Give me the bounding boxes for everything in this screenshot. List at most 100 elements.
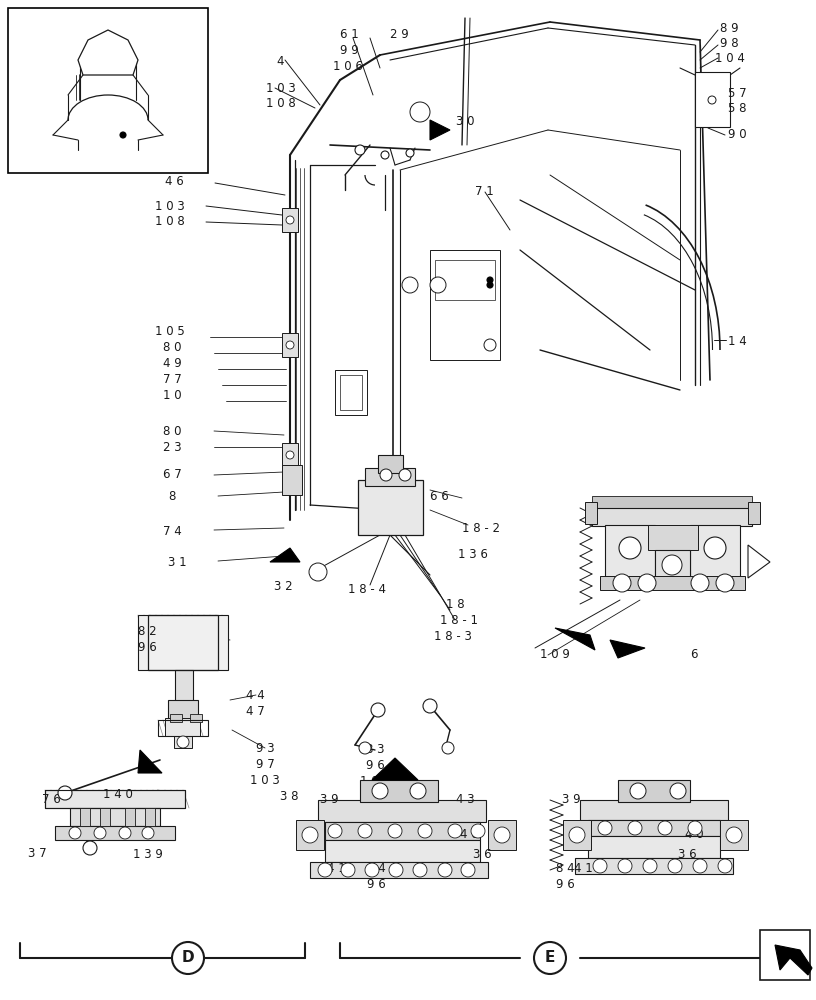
Circle shape — [534, 942, 566, 974]
Text: 1 8: 1 8 — [446, 598, 464, 611]
Circle shape — [328, 824, 342, 838]
Circle shape — [643, 859, 657, 873]
Circle shape — [688, 821, 702, 835]
Text: 8: 8 — [168, 490, 175, 503]
Bar — [282, 208, 298, 232]
Text: 1 0 9: 1 0 9 — [540, 648, 570, 661]
Circle shape — [448, 824, 462, 838]
Bar — [158, 720, 208, 736]
Circle shape — [658, 821, 672, 835]
Circle shape — [286, 341, 294, 349]
Bar — [760, 930, 810, 980]
Circle shape — [670, 783, 686, 799]
Bar — [563, 820, 591, 850]
Bar — [55, 826, 175, 840]
Bar — [588, 836, 720, 858]
Circle shape — [708, 96, 716, 104]
Text: 4 0: 4 0 — [685, 828, 703, 841]
Polygon shape — [270, 548, 300, 562]
Bar — [70, 808, 160, 826]
Text: 1 4: 1 4 — [728, 335, 747, 348]
Text: 7 1: 7 1 — [475, 185, 494, 198]
Bar — [45, 790, 185, 808]
Text: 1 0 2: 1 0 2 — [360, 775, 390, 788]
Text: 1 8 - 1: 1 8 - 1 — [440, 614, 478, 627]
Circle shape — [402, 277, 418, 293]
Circle shape — [309, 563, 327, 581]
Circle shape — [380, 469, 392, 481]
Bar — [600, 576, 745, 590]
Bar — [170, 714, 182, 722]
Text: 8 4: 8 4 — [556, 862, 574, 875]
Bar — [282, 465, 302, 495]
Circle shape — [406, 149, 414, 157]
Text: 1 0 8: 1 0 8 — [155, 215, 184, 228]
Circle shape — [142, 827, 154, 839]
Text: 9 3: 9 3 — [256, 742, 275, 755]
Text: 3: 3 — [676, 793, 683, 806]
Bar — [358, 480, 423, 535]
Text: 6 1: 6 1 — [340, 28, 359, 41]
Bar — [695, 72, 730, 127]
Text: 4: 4 — [276, 55, 283, 68]
Circle shape — [487, 282, 493, 288]
Circle shape — [359, 742, 371, 754]
Bar — [592, 508, 752, 526]
Bar — [100, 808, 110, 826]
Circle shape — [569, 827, 585, 843]
Text: 9 7: 9 7 — [256, 758, 275, 771]
Circle shape — [442, 742, 454, 754]
Text: 8 3: 8 3 — [366, 743, 384, 756]
Circle shape — [177, 736, 189, 748]
Circle shape — [718, 859, 732, 873]
Bar — [282, 443, 298, 467]
Bar — [145, 808, 155, 826]
Polygon shape — [372, 758, 418, 780]
Bar — [296, 820, 324, 850]
Bar — [378, 455, 403, 473]
Bar — [148, 615, 218, 670]
Polygon shape — [748, 545, 770, 578]
Circle shape — [372, 783, 388, 799]
Bar — [690, 525, 740, 580]
Bar — [340, 375, 362, 410]
Bar — [488, 820, 516, 850]
Bar — [430, 250, 500, 360]
Bar — [174, 736, 192, 748]
Text: 3 1: 3 1 — [168, 556, 187, 569]
Polygon shape — [555, 628, 595, 650]
Text: 6 4: 6 4 — [367, 862, 386, 875]
Bar — [720, 820, 748, 850]
Text: 3 8: 3 8 — [280, 790, 299, 803]
Text: 2 3: 2 3 — [163, 441, 182, 454]
Circle shape — [484, 339, 496, 351]
Text: 9 6: 9 6 — [367, 878, 386, 891]
Text: 9 8: 9 8 — [720, 37, 738, 50]
Text: 4 0: 4 0 — [460, 828, 479, 841]
Text: 1 8 - 4: 1 8 - 4 — [348, 583, 386, 596]
Text: 1 0 5: 1 0 5 — [155, 325, 184, 338]
Text: 3 9: 3 9 — [320, 793, 339, 806]
Circle shape — [341, 863, 355, 877]
Circle shape — [662, 555, 682, 575]
Polygon shape — [775, 945, 812, 975]
Circle shape — [593, 859, 607, 873]
Bar — [365, 468, 415, 486]
Circle shape — [423, 699, 437, 713]
Circle shape — [726, 827, 742, 843]
Bar — [648, 525, 698, 550]
Circle shape — [693, 859, 707, 873]
Bar — [435, 260, 495, 300]
Text: 8 0: 8 0 — [163, 425, 181, 438]
Text: 3 2: 3 2 — [274, 580, 293, 593]
Bar — [138, 615, 228, 670]
Text: 1 8 - 2: 1 8 - 2 — [462, 522, 500, 535]
Circle shape — [355, 145, 365, 155]
Text: 4 7: 4 7 — [246, 705, 264, 718]
Bar — [585, 502, 597, 524]
Text: 9 6: 9 6 — [366, 759, 385, 772]
Circle shape — [598, 821, 612, 835]
Circle shape — [371, 703, 385, 717]
Circle shape — [172, 942, 204, 974]
Circle shape — [494, 827, 510, 843]
